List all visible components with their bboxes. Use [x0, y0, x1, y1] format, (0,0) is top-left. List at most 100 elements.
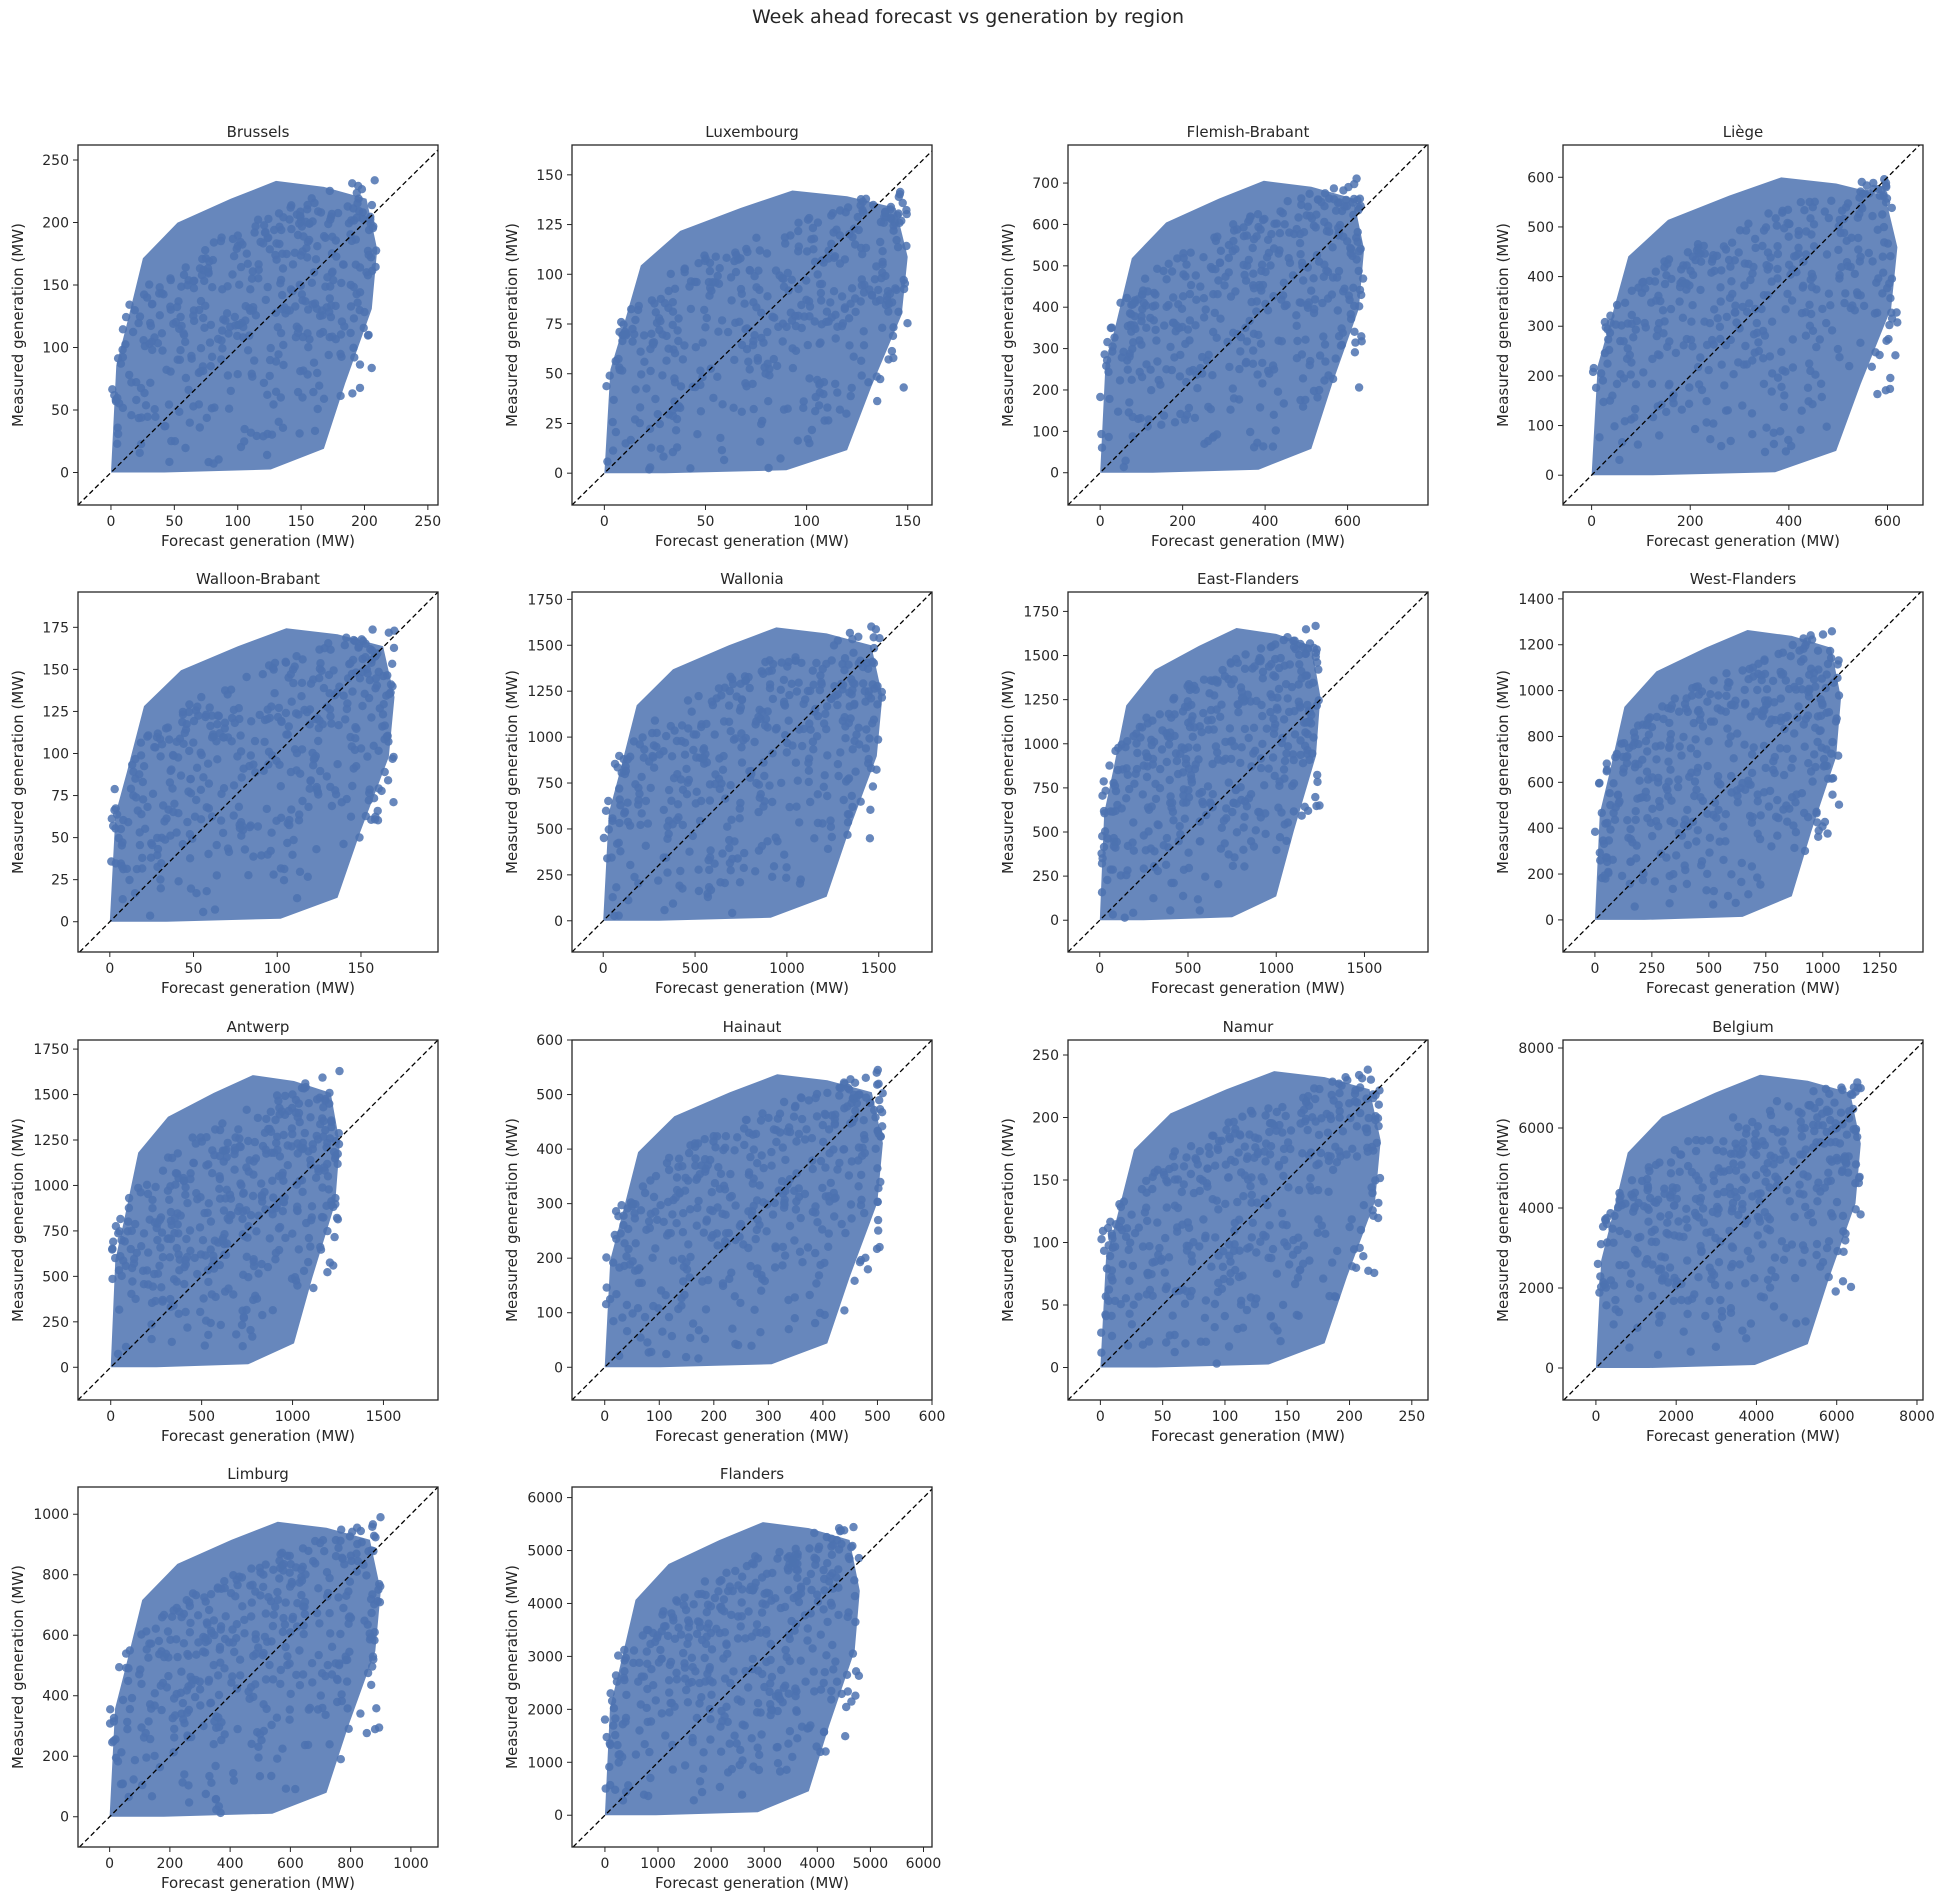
scatter-point — [1223, 337, 1232, 347]
scatter-point — [1623, 816, 1632, 825]
scatter-point — [113, 1349, 123, 1359]
scatter-point — [1210, 308, 1220, 318]
scatter-point — [329, 1261, 338, 1270]
scatter-point — [229, 811, 238, 820]
scatter-point — [1221, 1160, 1231, 1169]
scatter-point — [692, 277, 701, 287]
identity-line — [1068, 1040, 1428, 1400]
scatter-point — [314, 736, 323, 746]
scatter-point — [1806, 214, 1815, 223]
scatter-point — [645, 465, 654, 474]
scatter-point — [1097, 1235, 1106, 1244]
scatter-point — [865, 734, 874, 743]
scatter-point — [1252, 1198, 1262, 1207]
scatter-point — [1256, 339, 1266, 348]
scatter-point — [369, 794, 379, 803]
scatter-point — [1611, 803, 1620, 812]
scatter-point — [611, 1207, 621, 1216]
scatter-point — [336, 349, 345, 359]
scatter-point — [702, 1215, 712, 1224]
scatter-point — [880, 208, 890, 217]
axes-frame — [1562, 144, 1924, 506]
scatter-point — [1635, 776, 1644, 785]
y-tick-label: 500 — [1527, 220, 1554, 236]
scatter-point — [1232, 828, 1242, 837]
scatter-point — [787, 275, 796, 284]
scatter-point — [246, 1325, 255, 1335]
scatter-point — [1242, 357, 1251, 367]
scatter-point — [309, 387, 318, 397]
scatter-point — [1294, 1233, 1303, 1242]
scatter-point — [1105, 761, 1114, 770]
scatter-point — [1726, 732, 1735, 741]
scatter-point — [846, 714, 855, 723]
scatter-point — [388, 659, 397, 668]
scatter-point — [1686, 266, 1695, 275]
scatter-point — [680, 341, 689, 350]
scatter-point — [1630, 902, 1639, 911]
scatter-point — [705, 291, 714, 300]
subplot-antwerp: 0 500 1000 150002505007501000125015001750An… — [9, 1018, 439, 1445]
scatter-point — [174, 877, 183, 886]
scatter-point — [337, 798, 346, 807]
scatter-point — [679, 1209, 688, 1218]
scatter-point — [1239, 1192, 1248, 1201]
scatter-point — [1839, 228, 1849, 238]
scatter-point — [1786, 652, 1795, 661]
scatter-point — [1760, 447, 1770, 457]
scatter-point — [1181, 339, 1190, 349]
scatter-point — [1153, 264, 1162, 273]
scatter-point — [245, 304, 254, 313]
scatter-point — [176, 346, 185, 355]
scatter-point — [306, 1113, 315, 1122]
scatter-point — [1154, 821, 1163, 830]
scatter-point — [691, 799, 700, 808]
scatter-point — [1261, 1111, 1270, 1120]
scatter-point — [308, 217, 317, 226]
scatter-point — [1725, 678, 1734, 687]
scatter-point — [351, 734, 360, 743]
scatter-point — [116, 1214, 125, 1224]
scatter-point — [1245, 316, 1254, 326]
scatter-point — [1692, 837, 1701, 846]
scatter-point — [1157, 1254, 1167, 1264]
scatter-point — [363, 246, 373, 256]
scatter-point — [1293, 1245, 1302, 1255]
scatter-point — [1674, 775, 1683, 784]
scatter-point — [813, 270, 822, 279]
scatter-point — [1097, 1348, 1106, 1357]
scatter-point — [165, 735, 174, 744]
scatter-point — [1659, 329, 1668, 338]
scatter-point — [678, 820, 687, 830]
scatter-point — [1687, 317, 1696, 326]
x-tick-label: 0 — [600, 1409, 609, 1425]
scatter-point — [1303, 1125, 1312, 1135]
scatter-point — [358, 701, 367, 711]
scatter-point — [1242, 802, 1252, 811]
scatter-point — [294, 1245, 303, 1254]
scatter-point — [1305, 361, 1314, 370]
scatter-point — [259, 221, 269, 230]
scatter-point — [352, 188, 361, 198]
scatter-point — [260, 1128, 270, 1138]
scatter-point — [1726, 262, 1735, 271]
scatter-point — [240, 845, 250, 854]
scatter-point — [819, 782, 828, 791]
scatter-point — [684, 1240, 693, 1249]
scatter-point — [1805, 300, 1814, 309]
scatter-point — [1263, 306, 1273, 315]
scatter-point — [1769, 428, 1778, 437]
scatter-point — [1315, 351, 1325, 360]
scatter-point — [719, 455, 729, 465]
scatter-point — [296, 251, 305, 260]
scatter-point — [1208, 790, 1218, 799]
scatter-point — [1733, 798, 1743, 807]
scatter-point — [827, 656, 836, 665]
scatter-point — [1167, 267, 1177, 276]
scatter-point — [1801, 714, 1811, 724]
scatter-point — [795, 818, 804, 827]
scatter-point — [1200, 1313, 1210, 1323]
x-tick-label: 500 — [682, 961, 709, 977]
scatter-point — [1296, 736, 1305, 745]
scatter-point — [237, 1320, 247, 1330]
